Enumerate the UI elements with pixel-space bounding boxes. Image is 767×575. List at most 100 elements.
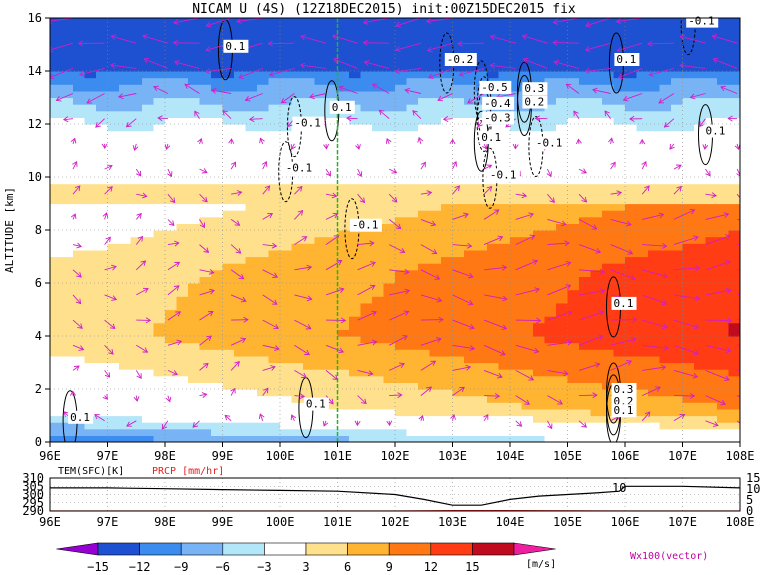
field-cell	[73, 256, 86, 264]
field-cell	[372, 269, 385, 277]
field-cell	[314, 336, 327, 344]
field-cell	[590, 37, 603, 46]
field-cell	[314, 355, 327, 364]
field-cell	[717, 283, 730, 291]
field-cell	[694, 31, 707, 39]
x-tick-label: 100E	[266, 449, 295, 463]
field-cell	[648, 302, 661, 311]
field-cell	[176, 342, 189, 350]
field-cell	[119, 51, 132, 59]
field-cell	[280, 177, 293, 185]
field-cell	[682, 163, 695, 171]
field-cell	[625, 190, 638, 198]
field-cell	[314, 24, 327, 32]
field-cell	[188, 31, 201, 39]
field-cell	[441, 97, 454, 105]
field-cell	[636, 236, 649, 244]
vector-arrowhead	[86, 98, 93, 104]
field-cell	[418, 137, 431, 145]
field-cell	[705, 230, 718, 238]
field-cell	[257, 389, 270, 397]
field-cell	[372, 283, 385, 291]
field-cell	[165, 177, 178, 185]
field-cell	[84, 210, 97, 218]
field-cell	[682, 110, 695, 118]
field-cell	[395, 137, 408, 145]
field-cell	[245, 256, 258, 264]
field-cell	[234, 322, 247, 330]
field-cell	[314, 196, 327, 205]
field-cell	[625, 256, 638, 264]
field-cell	[372, 177, 385, 185]
vector-arrowhead	[271, 299, 278, 305]
field-cell	[337, 375, 350, 383]
field-cell	[360, 51, 373, 59]
field-cell	[567, 408, 580, 417]
wind-vector	[566, 83, 580, 94]
vector-arrowhead	[230, 387, 236, 394]
field-cell	[659, 170, 672, 178]
wind-vector	[323, 420, 327, 427]
field-cell	[602, 355, 615, 364]
field-cell	[142, 283, 155, 291]
field-cell	[510, 230, 523, 238]
vector-arrowhead	[205, 46, 212, 52]
field-cell	[61, 395, 74, 403]
field-cell	[314, 342, 327, 350]
field-cell	[418, 77, 431, 85]
vector-arrowhead	[457, 40, 463, 47]
field-cell	[360, 163, 373, 171]
field-cell	[705, 31, 718, 39]
field-cell	[671, 230, 684, 238]
field-cell	[487, 18, 500, 26]
field-cell	[50, 389, 63, 397]
field-cell	[636, 395, 649, 403]
field-cell	[199, 183, 212, 191]
field-cell	[291, 428, 304, 436]
field-cell	[314, 216, 327, 224]
field-cell	[441, 77, 454, 85]
field-cell	[717, 355, 730, 364]
wind-vector	[167, 395, 171, 402]
field-cell	[383, 130, 396, 138]
field-cell	[130, 375, 143, 383]
field-cell	[84, 84, 97, 92]
field-cell	[487, 289, 500, 297]
field-cell	[613, 110, 626, 118]
x-tick-label: 99E	[212, 449, 234, 463]
field-cell	[441, 157, 454, 165]
field-cell	[429, 170, 442, 178]
wind-vector	[420, 294, 442, 302]
field-cell	[50, 395, 63, 403]
wind-vector	[230, 338, 246, 346]
field-cell	[257, 415, 270, 423]
field-cell	[625, 355, 638, 364]
field-cell	[257, 296, 270, 304]
colorbar-tick: −3	[257, 560, 271, 574]
field-cell	[464, 210, 477, 218]
y-tick-label: 8	[35, 223, 42, 237]
field-cell	[61, 422, 74, 430]
field-cell	[418, 415, 431, 423]
wind-vector	[245, 93, 263, 101]
field-cell	[234, 210, 247, 218]
field-cell	[533, 336, 546, 344]
field-cell	[176, 428, 189, 436]
field-cell	[383, 276, 396, 284]
field-cell	[579, 57, 592, 65]
field-cell	[176, 329, 189, 337]
wind-vector	[158, 117, 168, 120]
field-cell	[326, 276, 339, 284]
vector-arrowhead	[532, 259, 539, 265]
field-cell	[211, 24, 224, 32]
field-cell	[372, 210, 385, 218]
field-cell	[544, 223, 557, 231]
field-cell	[188, 236, 201, 244]
field-cell	[694, 190, 707, 198]
wind-vector	[546, 168, 552, 177]
field-cell	[395, 422, 408, 430]
field-cell	[199, 216, 212, 224]
vector-arrowhead	[434, 274, 441, 280]
field-cell	[429, 117, 442, 125]
vector-arrowhead	[304, 349, 311, 356]
